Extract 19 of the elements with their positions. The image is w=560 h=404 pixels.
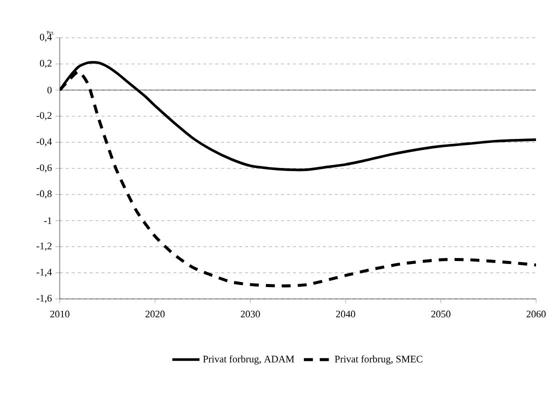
y-tick-label: 0,4 — [40, 34, 52, 42]
x-tick-label: 2030 — [240, 310, 260, 318]
y-tick-label: -1,6 — [36, 295, 52, 304]
y-tick-label: -1,2 — [36, 242, 52, 251]
x-tick-label: 2020 — [146, 310, 165, 318]
x-tick-label: 2040 — [336, 310, 356, 318]
y-tick-label: 0,2 — [40, 60, 52, 68]
y-tick-label: -0,6 — [36, 164, 52, 173]
y-tick-label: -1 — [44, 218, 52, 224]
legend-label: Privat forbrug, ADAM — [203, 356, 294, 365]
y-tick-label: -0,4 — [36, 138, 52, 147]
legend-label: Privat forbrug, SMEC — [334, 356, 422, 365]
y-tick-label: -1,4 — [36, 268, 52, 278]
y-tick-label: 0 — [47, 86, 52, 94]
x-tick-label: 2050 — [431, 310, 450, 318]
x-tick-label: 2060 — [526, 310, 546, 318]
y-tick-label: -0,8 — [36, 190, 52, 199]
y-tick-label: -0,2 — [36, 112, 52, 120]
x-tick-label: 2010 — [50, 310, 70, 318]
